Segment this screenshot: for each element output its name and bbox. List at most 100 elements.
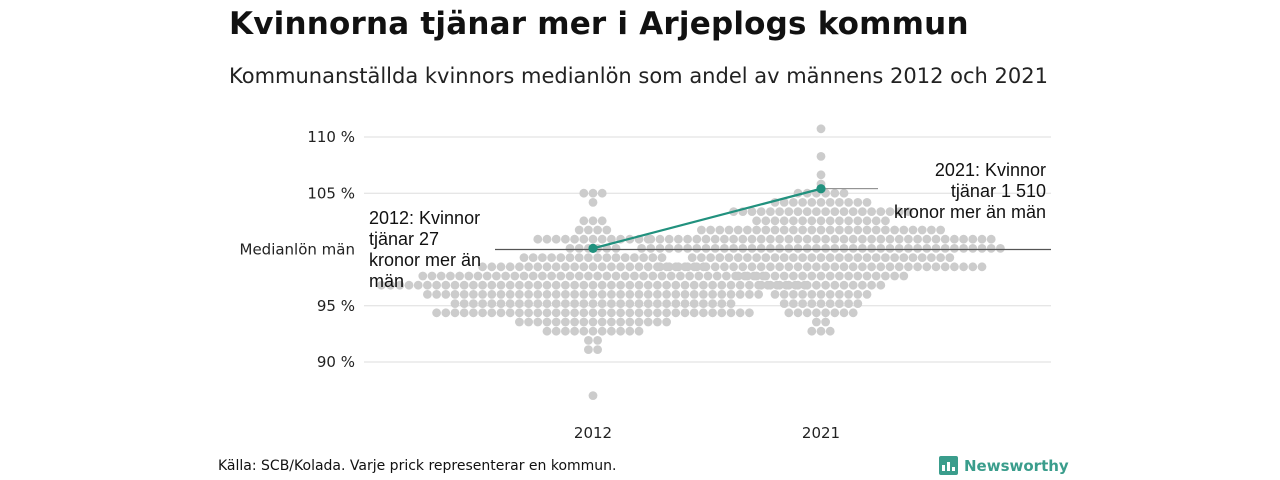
data-point <box>830 280 840 290</box>
data-point <box>625 326 635 336</box>
data-point <box>662 290 671 299</box>
data-point <box>432 290 441 299</box>
data-point <box>779 253 789 262</box>
data-point <box>676 271 685 281</box>
data-point <box>743 271 752 281</box>
data-point <box>807 326 817 336</box>
data-point <box>657 271 667 281</box>
data-point <box>588 280 598 290</box>
data-point <box>706 253 715 262</box>
data-point <box>377 280 386 290</box>
data-point <box>950 262 959 272</box>
data-point <box>835 216 844 226</box>
data-point <box>775 280 784 290</box>
data-point <box>766 280 775 290</box>
data-point <box>761 271 771 281</box>
data-point <box>717 290 727 299</box>
data-point <box>657 253 667 262</box>
data-point <box>579 234 589 244</box>
data-point <box>729 262 738 272</box>
data-point <box>519 271 529 281</box>
data-point <box>885 244 895 253</box>
data-point <box>793 234 803 244</box>
data-point <box>862 198 872 207</box>
data-point <box>519 253 529 262</box>
data-point <box>715 225 725 235</box>
data-point <box>708 308 717 318</box>
annotation-2021: 2021: Kvinnor tjänar 1 510 kronor mer än m… <box>894 160 1046 222</box>
data-point <box>756 207 766 217</box>
data-point <box>835 271 844 281</box>
data-point <box>839 262 849 272</box>
data-point <box>570 299 579 308</box>
data-point <box>496 308 506 318</box>
data-point <box>611 253 621 262</box>
data-point <box>524 299 533 308</box>
data-point <box>602 271 612 281</box>
data-point <box>674 244 683 253</box>
data-point <box>745 280 754 290</box>
data-point <box>726 290 736 299</box>
data-point <box>561 308 570 318</box>
data-point <box>579 290 589 299</box>
brand-logo: Newsworthy <box>939 456 1069 475</box>
data-point <box>607 290 616 299</box>
data-point <box>625 299 635 308</box>
data-point <box>699 299 708 308</box>
data-point <box>515 317 524 327</box>
data-point <box>761 216 771 226</box>
data-point <box>616 299 625 308</box>
data-point <box>743 225 752 235</box>
data-point <box>561 299 570 308</box>
data-point <box>710 262 720 272</box>
data-point <box>671 290 681 299</box>
data-point <box>807 290 817 299</box>
data-point <box>747 244 757 253</box>
data-point <box>825 299 835 308</box>
data-point <box>588 290 598 299</box>
data-point <box>853 299 863 308</box>
data-point <box>839 188 849 198</box>
data-point <box>574 253 584 262</box>
data-point <box>404 280 414 290</box>
data-point <box>844 299 853 308</box>
data-point <box>871 253 881 262</box>
data-point <box>542 326 552 336</box>
data-point <box>867 207 876 217</box>
data-point <box>625 280 635 290</box>
data-point <box>830 234 840 244</box>
data-point <box>505 299 515 308</box>
data-point <box>597 234 607 244</box>
data-point <box>643 317 653 327</box>
data-point <box>689 280 699 290</box>
data-point <box>775 262 784 272</box>
data-point <box>784 234 794 244</box>
data-point <box>821 280 830 290</box>
data-point <box>812 308 821 318</box>
data-point <box>802 262 812 272</box>
data-point <box>885 234 895 244</box>
data-point <box>904 207 913 217</box>
data-point <box>816 253 826 262</box>
data-point <box>927 225 936 235</box>
data-point <box>533 317 543 327</box>
data-point <box>574 244 584 253</box>
data-point <box>579 280 589 290</box>
data-point <box>588 317 598 327</box>
data-point <box>715 253 725 262</box>
data-point <box>492 271 501 281</box>
data-point <box>950 244 959 253</box>
data-point <box>798 299 807 308</box>
data-point <box>761 253 771 262</box>
data-point <box>597 308 607 318</box>
data-point <box>770 253 780 262</box>
data-point <box>588 198 598 207</box>
data-point <box>551 326 561 336</box>
data-point <box>802 207 812 217</box>
data-point <box>680 280 690 290</box>
data-point <box>724 225 734 235</box>
data-point <box>798 225 807 235</box>
data-point <box>515 280 524 290</box>
data-point <box>413 280 423 290</box>
data-point <box>717 280 727 290</box>
